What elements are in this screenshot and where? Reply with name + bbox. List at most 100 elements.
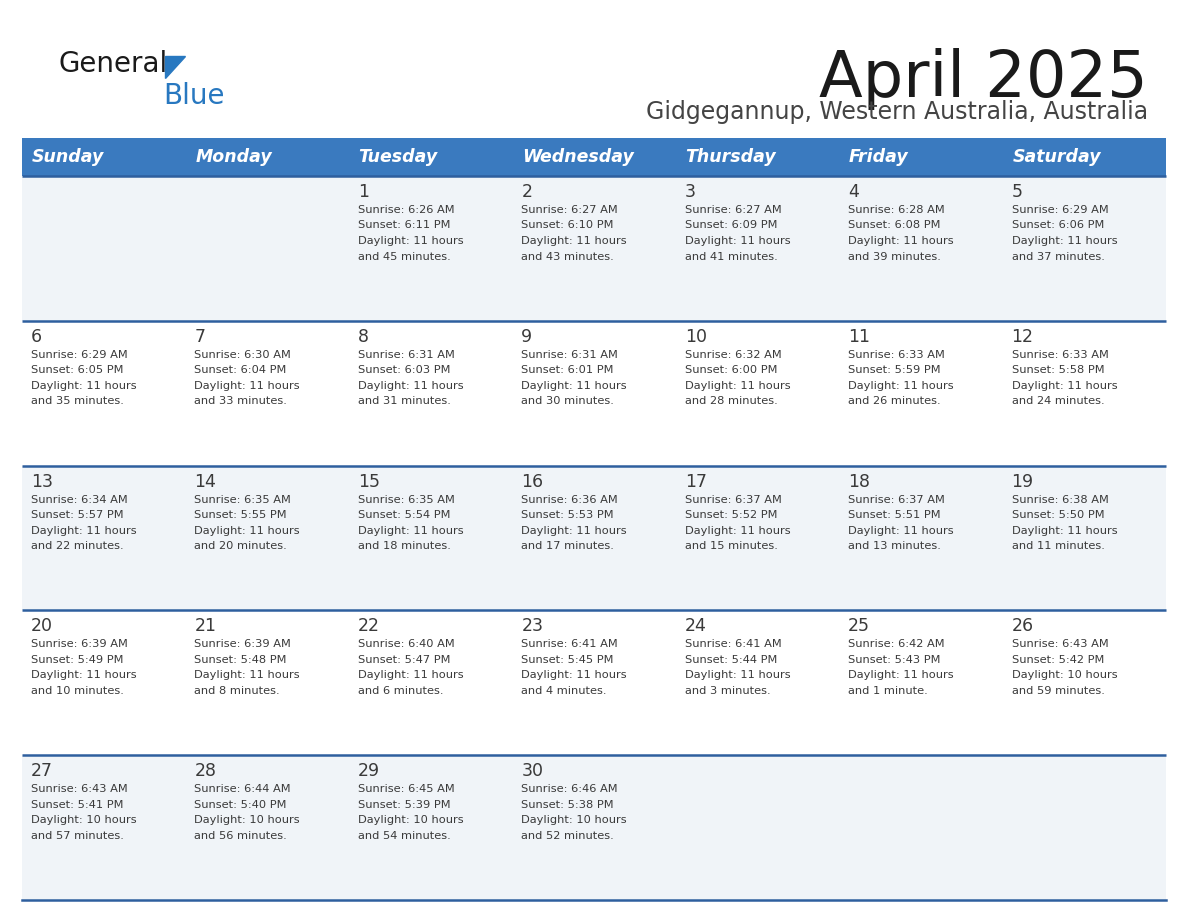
Text: Daylight: 11 hours: Daylight: 11 hours xyxy=(522,670,627,680)
Text: and 45 minutes.: and 45 minutes. xyxy=(358,252,450,262)
Text: Sunrise: 6:35 AM: Sunrise: 6:35 AM xyxy=(195,495,291,505)
Text: Sunset: 6:06 PM: Sunset: 6:06 PM xyxy=(1011,220,1104,230)
Text: 5: 5 xyxy=(1011,183,1023,201)
Text: Daylight: 11 hours: Daylight: 11 hours xyxy=(684,526,790,535)
Text: Sunset: 5:55 PM: Sunset: 5:55 PM xyxy=(195,510,287,521)
Text: and 20 minutes.: and 20 minutes. xyxy=(195,541,287,551)
Text: Sunrise: 6:28 AM: Sunrise: 6:28 AM xyxy=(848,205,944,215)
Text: Sunset: 5:52 PM: Sunset: 5:52 PM xyxy=(684,510,777,521)
Text: Sunset: 5:58 PM: Sunset: 5:58 PM xyxy=(1011,365,1104,375)
Text: Daylight: 11 hours: Daylight: 11 hours xyxy=(195,526,301,535)
Text: Thursday: Thursday xyxy=(685,148,776,166)
Text: Sunrise: 6:29 AM: Sunrise: 6:29 AM xyxy=(1011,205,1108,215)
Text: Friday: Friday xyxy=(849,148,909,166)
Text: Sunrise: 6:39 AM: Sunrise: 6:39 AM xyxy=(195,640,291,649)
Text: 29: 29 xyxy=(358,762,380,780)
Text: Daylight: 11 hours: Daylight: 11 hours xyxy=(848,670,954,680)
Text: Sunset: 6:03 PM: Sunset: 6:03 PM xyxy=(358,365,450,375)
Text: and 31 minutes.: and 31 minutes. xyxy=(358,397,450,407)
Text: 21: 21 xyxy=(195,618,216,635)
Text: Sunset: 5:47 PM: Sunset: 5:47 PM xyxy=(358,655,450,665)
Text: and 57 minutes.: and 57 minutes. xyxy=(31,831,124,841)
Text: Blue: Blue xyxy=(163,82,225,110)
Text: Daylight: 11 hours: Daylight: 11 hours xyxy=(684,381,790,391)
Text: Daylight: 10 hours: Daylight: 10 hours xyxy=(522,815,627,825)
Text: Daylight: 11 hours: Daylight: 11 hours xyxy=(848,236,954,246)
Text: Daylight: 11 hours: Daylight: 11 hours xyxy=(195,670,301,680)
Text: Daylight: 10 hours: Daylight: 10 hours xyxy=(195,815,301,825)
Text: Sunrise: 6:36 AM: Sunrise: 6:36 AM xyxy=(522,495,618,505)
Text: Daylight: 11 hours: Daylight: 11 hours xyxy=(195,381,301,391)
Text: Wednesday: Wednesday xyxy=(522,148,634,166)
Text: Sunrise: 6:32 AM: Sunrise: 6:32 AM xyxy=(684,350,782,360)
Text: Daylight: 11 hours: Daylight: 11 hours xyxy=(31,670,137,680)
Text: 28: 28 xyxy=(195,762,216,780)
Text: and 35 minutes.: and 35 minutes. xyxy=(31,397,124,407)
Text: Daylight: 11 hours: Daylight: 11 hours xyxy=(31,381,137,391)
Text: Tuesday: Tuesday xyxy=(359,148,438,166)
Text: and 28 minutes.: and 28 minutes. xyxy=(684,397,777,407)
Text: 8: 8 xyxy=(358,328,368,346)
Text: Sunset: 5:40 PM: Sunset: 5:40 PM xyxy=(195,800,287,810)
Text: Sunset: 6:00 PM: Sunset: 6:00 PM xyxy=(684,365,777,375)
Text: 24: 24 xyxy=(684,618,707,635)
Text: Sunset: 5:45 PM: Sunset: 5:45 PM xyxy=(522,655,614,665)
Text: and 15 minutes.: and 15 minutes. xyxy=(684,541,778,551)
Text: Sunrise: 6:41 AM: Sunrise: 6:41 AM xyxy=(684,640,782,649)
Text: Sunrise: 6:33 AM: Sunrise: 6:33 AM xyxy=(1011,350,1108,360)
Text: 11: 11 xyxy=(848,328,870,346)
Text: Daylight: 11 hours: Daylight: 11 hours xyxy=(848,381,954,391)
Bar xyxy=(23,176,1165,320)
Text: Sunset: 5:49 PM: Sunset: 5:49 PM xyxy=(31,655,124,665)
Text: and 3 minutes.: and 3 minutes. xyxy=(684,686,770,696)
Text: 23: 23 xyxy=(522,618,543,635)
Text: and 54 minutes.: and 54 minutes. xyxy=(358,831,450,841)
Bar xyxy=(23,320,1165,465)
Text: Sunrise: 6:40 AM: Sunrise: 6:40 AM xyxy=(358,640,455,649)
Text: Daylight: 11 hours: Daylight: 11 hours xyxy=(522,381,627,391)
Text: Sunrise: 6:35 AM: Sunrise: 6:35 AM xyxy=(358,495,455,505)
Text: and 30 minutes.: and 30 minutes. xyxy=(522,397,614,407)
Text: Monday: Monday xyxy=(195,148,272,166)
Text: Daylight: 11 hours: Daylight: 11 hours xyxy=(358,670,463,680)
Text: and 4 minutes.: and 4 minutes. xyxy=(522,686,607,696)
Text: Daylight: 10 hours: Daylight: 10 hours xyxy=(358,815,463,825)
Text: 27: 27 xyxy=(31,762,53,780)
Text: 22: 22 xyxy=(358,618,380,635)
Text: Daylight: 10 hours: Daylight: 10 hours xyxy=(31,815,137,825)
Text: Daylight: 11 hours: Daylight: 11 hours xyxy=(358,236,463,246)
Text: Sunrise: 6:27 AM: Sunrise: 6:27 AM xyxy=(522,205,618,215)
Text: Daylight: 11 hours: Daylight: 11 hours xyxy=(684,236,790,246)
Text: and 17 minutes.: and 17 minutes. xyxy=(522,541,614,551)
Text: Sunrise: 6:46 AM: Sunrise: 6:46 AM xyxy=(522,784,618,794)
Text: and 18 minutes.: and 18 minutes. xyxy=(358,541,450,551)
Polygon shape xyxy=(165,56,185,78)
Text: Sunrise: 6:45 AM: Sunrise: 6:45 AM xyxy=(358,784,455,794)
Text: 20: 20 xyxy=(31,618,53,635)
Text: 4: 4 xyxy=(848,183,859,201)
Text: 12: 12 xyxy=(1011,328,1034,346)
Text: and 26 minutes.: and 26 minutes. xyxy=(848,397,941,407)
Text: Daylight: 11 hours: Daylight: 11 hours xyxy=(848,526,954,535)
Text: and 13 minutes.: and 13 minutes. xyxy=(848,541,941,551)
Text: 15: 15 xyxy=(358,473,380,490)
Text: Sunrise: 6:37 AM: Sunrise: 6:37 AM xyxy=(684,495,782,505)
Text: Saturday: Saturday xyxy=(1012,148,1101,166)
Text: 18: 18 xyxy=(848,473,870,490)
Text: and 11 minutes.: and 11 minutes. xyxy=(1011,541,1105,551)
Text: 25: 25 xyxy=(848,618,870,635)
Text: Daylight: 11 hours: Daylight: 11 hours xyxy=(684,670,790,680)
Text: Sunrise: 6:43 AM: Sunrise: 6:43 AM xyxy=(1011,640,1108,649)
Text: 7: 7 xyxy=(195,328,206,346)
Text: Sunset: 5:48 PM: Sunset: 5:48 PM xyxy=(195,655,287,665)
Text: Sunset: 6:08 PM: Sunset: 6:08 PM xyxy=(848,220,941,230)
Text: Sunrise: 6:41 AM: Sunrise: 6:41 AM xyxy=(522,640,618,649)
Text: Sunset: 5:53 PM: Sunset: 5:53 PM xyxy=(522,510,614,521)
Text: Sunset: 5:42 PM: Sunset: 5:42 PM xyxy=(1011,655,1104,665)
Text: 14: 14 xyxy=(195,473,216,490)
Text: 17: 17 xyxy=(684,473,707,490)
Text: Sunrise: 6:38 AM: Sunrise: 6:38 AM xyxy=(1011,495,1108,505)
Text: Sunrise: 6:43 AM: Sunrise: 6:43 AM xyxy=(31,784,128,794)
Text: Sunset: 5:54 PM: Sunset: 5:54 PM xyxy=(358,510,450,521)
Text: and 52 minutes.: and 52 minutes. xyxy=(522,831,614,841)
